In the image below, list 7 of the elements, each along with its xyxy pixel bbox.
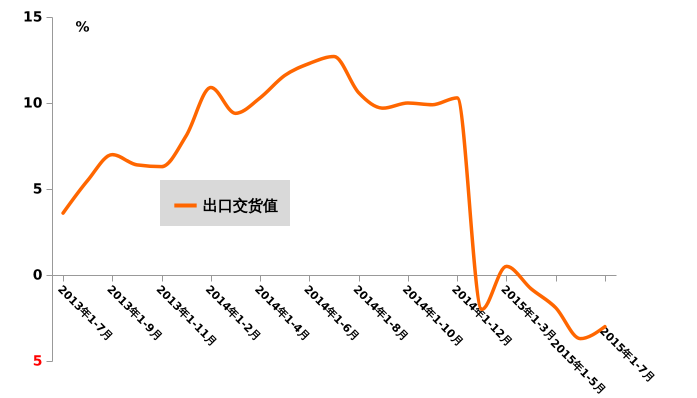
y-tick-label: 5	[32, 354, 42, 370]
y-tick-label: 0	[32, 268, 43, 284]
y-tick-label: 15	[23, 10, 42, 26]
legend-label: 出口交货值	[203, 196, 278, 214]
y-tick-label: 10	[23, 96, 43, 112]
y-tick-label: 5	[32, 182, 42, 198]
y-axis-title: %	[75, 20, 90, 36]
